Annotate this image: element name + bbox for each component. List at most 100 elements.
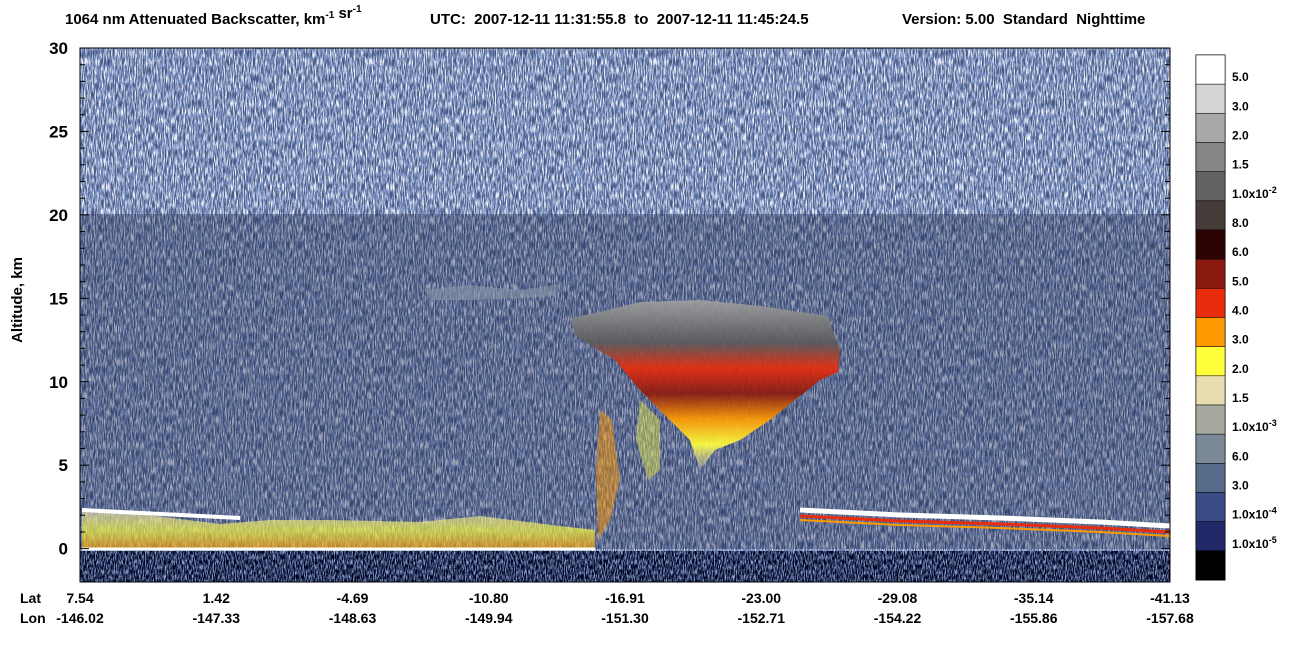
colorbar-label: 2.0 — [1232, 362, 1249, 376]
low-cloud — [799, 507, 1170, 529]
colorbar-label-text: 5.0 — [1232, 70, 1249, 84]
y-tick-label: 10 — [49, 373, 68, 392]
colorbar-swatch — [1195, 54, 1226, 85]
lat-label: -16.91 — [605, 590, 645, 606]
colorbar-swatch — [1195, 433, 1226, 464]
chart-title: 1064 nm Attenuated Backscatter, km-1 sr-… — [65, 4, 362, 28]
colorbar-label-text: 4.0 — [1232, 304, 1249, 318]
colorbar-label-text: 1.0x10 — [1232, 537, 1269, 551]
title-text: sr — [334, 5, 353, 22]
cloud-fall-streak — [596, 410, 620, 540]
low-cloud-base — [799, 519, 1170, 537]
cirrus-cloud — [572, 300, 840, 470]
colorbar-label-text: 6.0 — [1232, 449, 1249, 463]
colorbar-label: 3.0 — [1232, 479, 1249, 493]
low-cloud-base — [799, 514, 1170, 534]
colorbar-swatch — [1195, 550, 1226, 581]
curtain-image — [80, 48, 1170, 582]
utc-range: UTC: 2007-12-11 11:31:55.8 to 2007-12-11… — [430, 11, 809, 28]
colorbar-label: 1.5 — [1232, 391, 1249, 405]
cloud-fall-streak — [636, 400, 660, 480]
colorbar-label: 1.0x10-5 — [1232, 535, 1277, 551]
colorbar-label-text: 1.0x10 — [1232, 187, 1269, 201]
colorbar-label: 8.0 — [1232, 216, 1249, 230]
colorbar-label: 1.0x10-4 — [1232, 506, 1277, 522]
colorbar-label-exponent: -5 — [1269, 535, 1277, 545]
title-superscript: -1 — [325, 10, 334, 21]
colorbar-label-text: 3.0 — [1232, 479, 1249, 493]
colorbar-label-text: 2.0 — [1232, 362, 1249, 376]
colorbar-label: 4.0 — [1232, 304, 1249, 318]
lat-label: -35.14 — [1014, 590, 1054, 606]
colorbar-swatch — [1195, 521, 1226, 552]
lon-label: -152.71 — [738, 610, 786, 626]
colorbar-label-text: 1.0x10 — [1232, 508, 1269, 522]
lat-label: 1.42 — [203, 590, 230, 606]
colorbar-label: 1.0x10-3 — [1232, 418, 1277, 434]
lat-label: -4.69 — [337, 590, 369, 606]
colorbar-label: 1.0x10-2 — [1232, 185, 1277, 201]
colorbar-label-text: 8.0 — [1232, 216, 1249, 230]
thin-cirrus — [425, 284, 560, 300]
colorbar-swatch — [1195, 346, 1226, 377]
colorbar-swatch — [1195, 258, 1226, 289]
y-axis-label: Altitude, km — [9, 257, 26, 343]
lon-label: -155.86 — [1010, 610, 1058, 626]
lat-label: -23.00 — [741, 590, 781, 606]
colorbar-label: 5.0 — [1232, 70, 1249, 84]
colorbar-swatch — [1195, 404, 1226, 435]
lat-label: 7.54 — [66, 590, 93, 606]
colorbar-label-text: 5.0 — [1232, 274, 1249, 288]
colorbar-label: 1.5 — [1232, 158, 1249, 172]
lat-label: -41.13 — [1150, 590, 1190, 606]
colorbar-label-text: 1.0x10 — [1232, 420, 1269, 434]
colorbar-label-exponent: -2 — [1269, 185, 1277, 195]
x-row-label: Lat — [20, 590, 41, 606]
colorbar-swatch — [1195, 463, 1226, 493]
lon-label: -149.94 — [465, 610, 513, 626]
y-tick-label: 20 — [49, 206, 68, 225]
colorbar-label-text: 2.0 — [1232, 129, 1249, 143]
title-superscript: -1 — [353, 4, 362, 15]
colorbar-swatch — [1195, 229, 1226, 260]
colorbar-swatch — [1195, 171, 1226, 202]
colorbar-label: 5.0 — [1232, 274, 1249, 288]
y-tick-label: 0 — [59, 540, 68, 559]
y-tick-label: 15 — [49, 289, 68, 308]
lon-label: -147.33 — [193, 610, 241, 626]
lower-atmosphere — [80, 214, 1170, 549]
colorbar-label: 6.0 — [1232, 449, 1249, 463]
lat-label: -10.80 — [469, 590, 509, 606]
y-tick-label: 5 — [59, 456, 68, 475]
colorbar-label: 3.0 — [1232, 333, 1249, 347]
colorbar-swatch — [1195, 200, 1226, 231]
colorbar-swatch — [1195, 288, 1226, 318]
colorbar-swatch — [1195, 492, 1226, 522]
colorbar-label: 3.0 — [1232, 99, 1249, 113]
low-cloud — [81, 508, 241, 520]
colorbar-label-exponent: -4 — [1269, 506, 1277, 516]
colorbar-swatch — [1195, 317, 1226, 347]
colorbar-swatch — [1195, 142, 1226, 172]
lon-label: -151.30 — [601, 610, 649, 626]
x-row-label: Lon — [20, 610, 46, 626]
colorbar-swatch — [1195, 113, 1226, 143]
boundary-layer-aerosol — [82, 512, 595, 549]
colorbar-label-text: 1.5 — [1232, 391, 1249, 405]
colorbar-label-text: 6.0 — [1232, 245, 1249, 259]
colorbar-label-text: 1.5 — [1232, 158, 1249, 172]
title-text: 1064 nm Attenuated Backscatter, km — [65, 11, 325, 28]
colorbar-swatch — [1195, 375, 1226, 406]
lon-label: -146.02 — [56, 610, 104, 626]
colorbar-label-exponent: -3 — [1269, 418, 1277, 428]
version-info: Version: 5.00 Standard Nighttime — [902, 11, 1145, 28]
lat-label: -29.08 — [878, 590, 918, 606]
lon-label: -157.68 — [1146, 610, 1194, 626]
colorbar-label: 2.0 — [1232, 129, 1249, 143]
y-tick-label: 25 — [49, 122, 68, 141]
colorbar-label-text: 3.0 — [1232, 333, 1249, 347]
colorbar-label-text: 3.0 — [1232, 99, 1249, 113]
lon-label: -148.63 — [329, 610, 377, 626]
colorbar-swatch — [1195, 83, 1226, 114]
